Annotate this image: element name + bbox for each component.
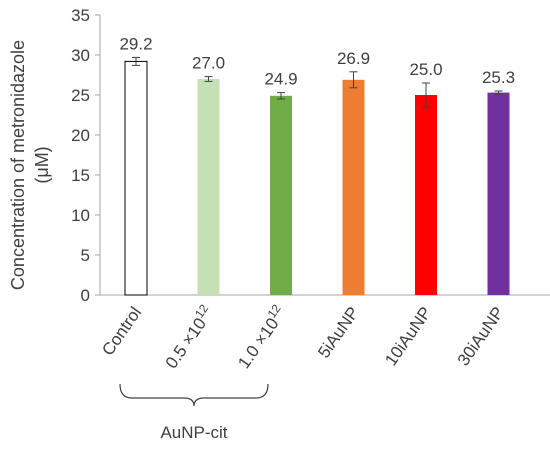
y-axis-title-line1: Concentration of metronidazole xyxy=(8,40,28,290)
category-base-text: 1.0 ×10 xyxy=(234,314,282,372)
bar xyxy=(342,79,365,295)
data-label: 25.0 xyxy=(409,60,442,79)
y-tick-label: 30 xyxy=(71,46,90,65)
y-tick-label: 15 xyxy=(71,166,90,185)
y-tick-label: 5 xyxy=(81,246,90,265)
y-axis: 0 5 10 15 20 25 30 35 xyxy=(71,6,550,305)
bar xyxy=(415,95,437,295)
y-tick-label: 10 xyxy=(71,206,90,225)
y-tick-label: 0 xyxy=(81,286,90,305)
data-label: 26.9 xyxy=(337,49,370,68)
data-label: 24.9 xyxy=(264,70,297,89)
x-category-label: 0.5 ×1012 xyxy=(159,301,218,372)
y-tick-label: 20 xyxy=(71,126,90,145)
category-base-text: 0.5 ×10 xyxy=(162,314,210,372)
data-label: 27.0 xyxy=(192,54,225,73)
bars xyxy=(124,60,510,296)
group-label: AuNP-cit xyxy=(160,423,227,442)
y-tick-label: 25 xyxy=(71,86,90,105)
data-label: 29.2 xyxy=(119,34,152,53)
curly-brace xyxy=(119,383,269,407)
bar xyxy=(487,92,510,295)
y-tick-label: 35 xyxy=(71,6,90,25)
bar xyxy=(270,95,292,295)
x-category-label: Control xyxy=(98,303,145,359)
group-bracket: AuNP-cit xyxy=(119,383,269,442)
bar xyxy=(197,79,220,295)
x-category-label: 5iAuNP xyxy=(314,303,363,361)
x-category-label: 10iAuNP xyxy=(381,303,435,369)
data-label: 25.3 xyxy=(482,68,515,87)
y-axis-title-line2: (μM) xyxy=(32,146,52,183)
error-bars xyxy=(132,56,503,108)
x-category-label: 30iAuNP xyxy=(454,303,508,369)
bar xyxy=(124,60,148,296)
data-labels: 29.2 27.0 24.9 26.9 25.0 25.3 xyxy=(119,34,515,88)
x-category-label: 1.0 ×1012 xyxy=(232,301,291,372)
